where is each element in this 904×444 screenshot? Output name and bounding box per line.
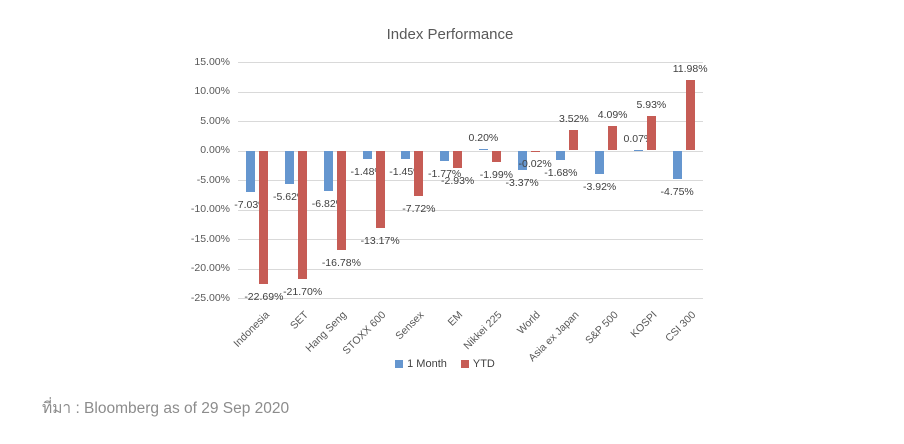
bar-ytd-set [298,150,308,279]
bar-1-month-indonesia [246,150,256,192]
bar-ytd-csi-300 [685,79,695,151]
gridline [238,62,703,63]
bar-1-month-asia-ex-japan [556,150,566,161]
bar-1-month-stoxx-600 [362,150,372,160]
y-axis-tick-label: 15.00% [194,55,230,68]
bar-ytd-s-p-500 [608,126,618,151]
value-label-ytd-sensex: -7.72% [402,203,436,216]
value-label-1-month-kospi: 0.07% [623,132,654,145]
bar-ytd-indonesia [259,150,269,285]
bar-ytd-world [530,150,540,152]
value-label-1-month-nikkei-225: 0.20% [468,132,499,145]
x-axis-label-csi-300: CSI 300 [662,309,699,345]
gridline [238,298,703,299]
x-axis-label-world: World [515,309,544,337]
bar-1-month-sensex [401,150,411,160]
bar-ytd-sensex [414,150,424,197]
value-label-1-month-stoxx-600: -1.48% [350,166,384,179]
gridline [238,209,703,211]
bar-1-month-nikkei-225 [478,149,488,151]
legend-label-1-month: 1 Month [407,358,447,370]
value-label-ytd-em: -2.93% [440,174,475,187]
bar-ytd-hang-seng [336,150,346,250]
y-axis-tick-label: -5.00% [196,173,230,186]
x-axis-label-kospi: KOSPI [628,309,660,341]
value-label-ytd-world: -0.02% [518,157,552,170]
legend-label-ytd: YTD [472,358,495,370]
y-axis-tick-label: 10.00% [194,85,230,97]
bar-ytd-em [453,150,463,168]
gridline [238,180,703,181]
bar-1-month-s-p-500 [595,150,605,174]
y-axis-tick-label: -15.00% [190,232,230,245]
value-label-1-month-em: -1.77% [427,167,462,180]
value-label-ytd-set: -21.70% [283,285,323,298]
gridline [238,121,703,122]
value-label-ytd-stoxx-600: -13.17% [360,235,400,248]
legend: 1 Month YTD [0,358,890,370]
value-label-ytd-s-p-500: 4.09% [597,109,628,122]
gridline [238,91,703,93]
legend-marker-1-month-icon [395,360,404,368]
legend-item-1-month: 1 Month [395,358,447,370]
y-axis-tick-label: 0.00% [200,144,230,156]
y-axis-tick-label: -25.00% [190,291,230,304]
y-axis-tick-label: -10.00% [190,203,230,215]
x-axis-label-set: SET [287,309,311,332]
value-label-1-month-world: -3.37% [505,177,539,190]
value-label-ytd-nikkei-225: -1.99% [479,169,514,182]
bar-ytd-nikkei-225 [491,150,501,163]
bar-1-month-em [440,150,450,161]
value-label-1-month-asia-ex-japan: -1.68% [544,167,578,180]
bar-1-month-kospi [633,149,643,151]
bar-ytd-asia-ex-japan [569,129,579,151]
value-label-1-month-indonesia: -7.03% [234,198,268,211]
bar-1-month-set [285,150,295,184]
legend-marker-ytd-icon [460,360,469,368]
bar-ytd-kospi [646,115,656,151]
value-label-1-month-csi-300: -4.75% [660,185,694,198]
value-label-ytd-hang-seng: -16.78% [321,256,361,269]
x-axis-label-sensex: Sensex [393,309,427,343]
source-footnote: ที่มา : Bloomberg as of 29 Sep 2020 [42,400,290,417]
value-label-ytd-asia-ex-japan: 3.52% [558,112,589,125]
y-axis-tick-label: -20.00% [190,262,230,274]
x-axis-label-em: EM [445,309,466,329]
x-axis-label-indonesia: Indonesia [231,309,272,350]
value-label-1-month-hang-seng: -6.82% [311,197,346,210]
value-label-1-month-set: -5.62% [272,190,307,203]
bar-1-month-hang-seng [323,150,333,191]
y-axis-tick-label: 5.00% [200,114,230,127]
value-label-ytd-csi-300: 11.98% [672,62,708,75]
x-axis-label-nikkei-225: Nikkei 225 [461,309,505,353]
x-axis-label-s-p-500: S&P 500 [582,309,621,347]
gridline [238,239,703,240]
legend-item-ytd: YTD [460,358,495,370]
chart-title: Index Performance [386,26,514,43]
bar-1-month-world [517,150,527,171]
bar-ytd-stoxx-600 [375,150,385,229]
gridline [238,268,703,270]
value-label-1-month-s-p-500: -3.92% [582,180,617,193]
value-label-1-month-sensex: -1.45% [389,166,423,179]
value-label-ytd-indonesia: -22.69% [244,291,284,304]
gridline [238,150,703,152]
bar-1-month-csi-300 [672,150,682,179]
value-label-ytd-kospi: 5.93% [636,98,667,111]
